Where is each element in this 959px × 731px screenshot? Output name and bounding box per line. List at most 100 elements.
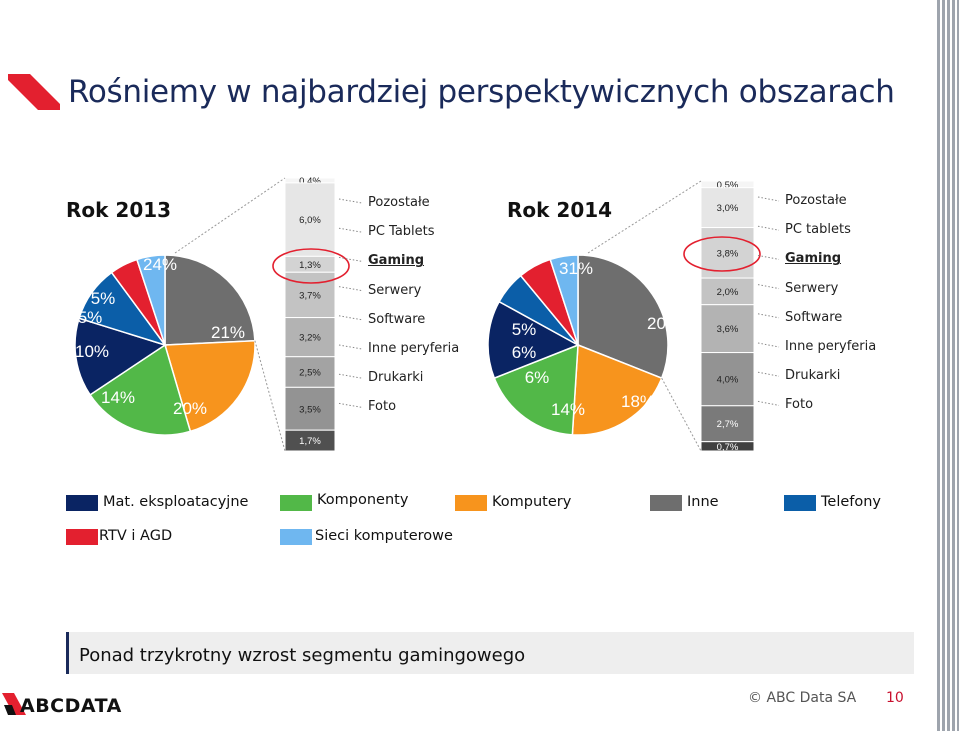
pie-slice-sieci-komputerowe bbox=[549, 254, 579, 346]
bar-label-6: 2,7% bbox=[717, 419, 739, 430]
bar-label-2: 1,3% bbox=[299, 260, 321, 271]
bar-label-4: 3,2% bbox=[299, 333, 321, 344]
pie-slice-komputery bbox=[164, 339, 256, 433]
abc-logo-icon bbox=[2, 693, 26, 715]
bar-label-4: 3,6% bbox=[717, 324, 739, 335]
bar-segment-6 bbox=[284, 386, 336, 431]
side-leader-line bbox=[757, 400, 780, 406]
bar-category-label-drukarki: Drukarki bbox=[368, 370, 424, 386]
bar-category-label-foto: Foto bbox=[368, 399, 397, 415]
bar-segment-3 bbox=[700, 277, 755, 306]
pie-label-inne: 24% bbox=[143, 255, 177, 274]
pie-label-telefony: 10% bbox=[75, 342, 109, 361]
bar-category-label-inne-peryferia: Inne peryferia bbox=[368, 341, 460, 356]
side-leader-line bbox=[338, 344, 363, 350]
connector-line-bottom bbox=[254, 340, 286, 452]
gaming-highlight-ellipse bbox=[272, 248, 350, 284]
pie-label-inne: 31% bbox=[559, 259, 593, 278]
legend-label-komponenty: Komponenty bbox=[317, 492, 409, 508]
bar-category-label-software: Software bbox=[785, 309, 843, 325]
side-leader-line bbox=[338, 315, 363, 321]
summary-banner-text: Ponad trzykrotny wzrost segmentu gamingo… bbox=[79, 645, 526, 666]
pie-label-komponenty: 18% bbox=[621, 392, 655, 411]
bar-label-5: 2,5% bbox=[299, 368, 321, 379]
pie-slice-mat-eksploatacyjne bbox=[487, 300, 580, 380]
pie-label-sieci-komputerowe: 5% bbox=[512, 320, 537, 339]
side-leader-line bbox=[338, 256, 363, 262]
year-label-2014: Rok 2014 bbox=[507, 198, 613, 222]
stacked-bar-0: 0,4% 6,0% 1,3% 3,7% 3,2% 2,5% 3,5% 1,7% bbox=[284, 176, 336, 452]
copyright-text: © ABC Data SA bbox=[748, 690, 857, 706]
side-leader-line bbox=[338, 402, 363, 408]
bar-label-0: 0,5% bbox=[717, 180, 739, 191]
year-label-2013: Rok 2013 bbox=[66, 198, 172, 222]
legend-swatch-rtv-i-agd bbox=[66, 529, 98, 545]
bar-category-label-pc-tablets: PC Tablets bbox=[368, 224, 435, 240]
side-leader-line bbox=[757, 371, 780, 377]
pie-label-komputery: 20% bbox=[647, 314, 681, 333]
charts-canvas: 24%21%20%14%10%5%5%0,4%6,0%1,3%3,7%3,2%2… bbox=[74, 176, 780, 453]
bar-category-label-foto: Foto bbox=[785, 397, 814, 413]
side-leader-line bbox=[757, 284, 780, 290]
bar-label-3: 2,0% bbox=[717, 287, 739, 298]
bar-label-7: 0,7% bbox=[717, 442, 739, 453]
pie-chart-0: 24% 21% 20% 14% 10% 5%5% bbox=[74, 254, 256, 436]
bar-label-6: 3,5% bbox=[299, 404, 321, 415]
bar-segment-7 bbox=[700, 441, 755, 452]
connector-line-top bbox=[587, 180, 702, 254]
bar-label-3: 3,7% bbox=[299, 290, 321, 301]
side-leader-line bbox=[757, 254, 780, 260]
bar-segment-1 bbox=[700, 187, 755, 229]
bar-label-0: 0,4% bbox=[299, 176, 321, 187]
legend-swatch-komponenty bbox=[280, 495, 312, 511]
connector-line-bottom bbox=[661, 377, 702, 452]
bar-label-5: 4,0% bbox=[717, 375, 739, 386]
legend-label-komputery: Komputery bbox=[492, 494, 572, 510]
bar-category-label-drukarki: Drukarki bbox=[785, 368, 841, 384]
legend-swatch-komputery bbox=[455, 495, 487, 511]
decorative-stripe bbox=[937, 0, 959, 731]
legend-label-inne: Inne bbox=[687, 494, 719, 510]
pie-slice-inne bbox=[164, 254, 256, 346]
bar-category-label-inne-peryferia: Inne peryferia bbox=[785, 339, 877, 354]
bar-segment-4 bbox=[700, 304, 755, 354]
bar-segment-3 bbox=[284, 271, 336, 319]
pie-label-telefony: 6% bbox=[525, 368, 550, 387]
side-leader-line bbox=[757, 196, 780, 202]
pie-slice-komponenty bbox=[89, 343, 192, 436]
side-leader-line bbox=[757, 313, 780, 319]
legend-label-mat-eksploatacyjne: Mat. eksploatacyjne bbox=[103, 494, 249, 510]
gaming-highlight-ellipse bbox=[683, 236, 761, 272]
side-leader-line bbox=[338, 227, 363, 233]
side-leader-line bbox=[338, 373, 363, 379]
pie-label-sieci-komputerowe: 5% bbox=[91, 289, 116, 308]
pie-chart-1: 31%20%18%14%6%6%5% bbox=[487, 254, 681, 436]
brand-arrow-icon bbox=[8, 74, 60, 110]
pie-label-mat-eksploatacyjne: 14% bbox=[551, 400, 585, 419]
bar-category-label-pozosta-e: Pozostałe bbox=[785, 193, 847, 208]
side-leader-line bbox=[338, 198, 363, 204]
pie-label-rtv-i-agd: 6% bbox=[512, 343, 537, 362]
pie-label-mat-eksploatacyjne: 14% bbox=[101, 388, 135, 407]
bar-category-label-pozosta-e: Pozostałe bbox=[368, 195, 430, 210]
legend-label-rtv-i-agd: RTV i AGD bbox=[99, 528, 173, 544]
bar-label-1: 3,0% bbox=[717, 203, 739, 214]
connector-line-top bbox=[174, 177, 286, 254]
legend-label-sieci-komputerowe: Sieci komputerowe bbox=[315, 528, 453, 544]
summary-banner: Ponad trzykrotny wzrost segmentu gamingo… bbox=[66, 632, 914, 674]
page-number: 10 bbox=[886, 690, 904, 706]
bar-category-label-pc-tablets: PC tablets bbox=[785, 222, 851, 238]
abc-data-logo: ABCDATA bbox=[20, 695, 122, 717]
pie-slice-komputery bbox=[571, 343, 663, 436]
legend-label-telefony: Telefony bbox=[821, 494, 882, 510]
bar-label-2: 3,8% bbox=[717, 248, 739, 259]
bar-category-label-serwery: Serwery bbox=[368, 282, 422, 298]
legend-swatch-mat-eksploatacyjne bbox=[66, 495, 98, 511]
legend-swatch-sieci-komputerowe bbox=[280, 529, 312, 545]
bar-category-label-gaming: Gaming bbox=[368, 253, 425, 269]
legend-swatch-telefony bbox=[784, 495, 816, 511]
side-leader-line bbox=[338, 286, 363, 292]
bar-category-label-gaming: Gaming bbox=[785, 251, 842, 267]
pie-slice-inne bbox=[577, 254, 669, 380]
pie-slice-sieci-komputerowe bbox=[135, 254, 166, 346]
